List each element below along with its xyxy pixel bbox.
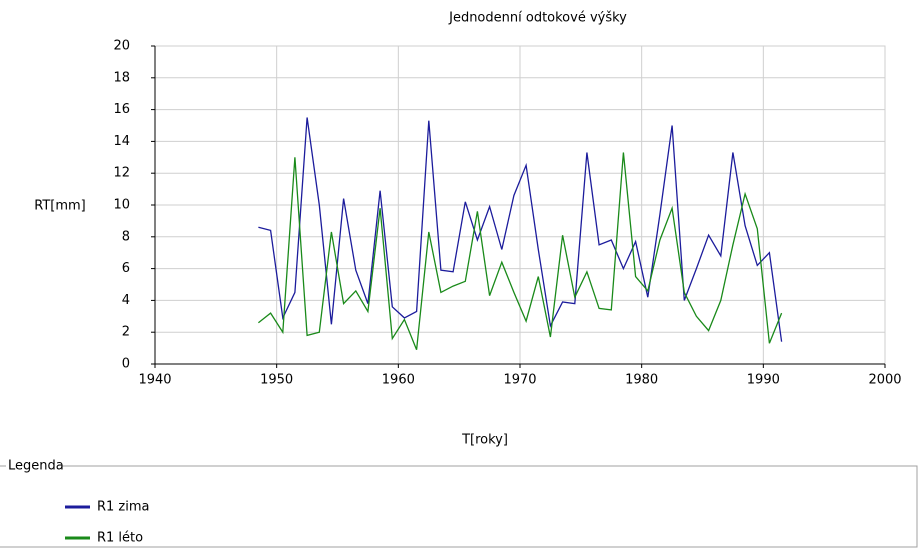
series-line [258, 117, 783, 342]
y-tick-label: 18 [113, 70, 130, 85]
x-tick-label: 1970 [503, 373, 536, 388]
x-tick-label: 1940 [138, 373, 171, 388]
y-tick-label: 8 [122, 229, 130, 244]
x-tick-label: 1960 [382, 373, 415, 388]
y-tick-label: 12 [113, 166, 130, 181]
legend-label: R1 léto [97, 531, 143, 546]
legend-frame [0, 465, 918, 548]
y-tick-label: 10 [113, 198, 130, 213]
x-axis-label: T[roky] [461, 433, 508, 448]
y-tick-label: 2 [122, 325, 130, 340]
x-tick-label: 2000 [868, 373, 901, 388]
x-tick-label: 1980 [625, 373, 658, 388]
y-axis-label: RT[mm] [34, 199, 86, 214]
y-tick-label: 6 [122, 261, 130, 276]
chart-title: Jednodenní odtokové výšky [448, 11, 627, 26]
y-tick-label: 20 [113, 39, 130, 54]
y-tick-label: 0 [122, 357, 130, 372]
x-tick-label: 1990 [747, 373, 780, 388]
series-line [257, 152, 783, 350]
legend-label: R1 zima [97, 500, 150, 515]
y-tick-label: 4 [122, 293, 130, 308]
x-tick-label: 1950 [260, 373, 293, 388]
legend-title: Legenda [8, 459, 64, 474]
y-tick-label: 16 [113, 102, 130, 117]
y-tick-label: 14 [113, 134, 130, 149]
